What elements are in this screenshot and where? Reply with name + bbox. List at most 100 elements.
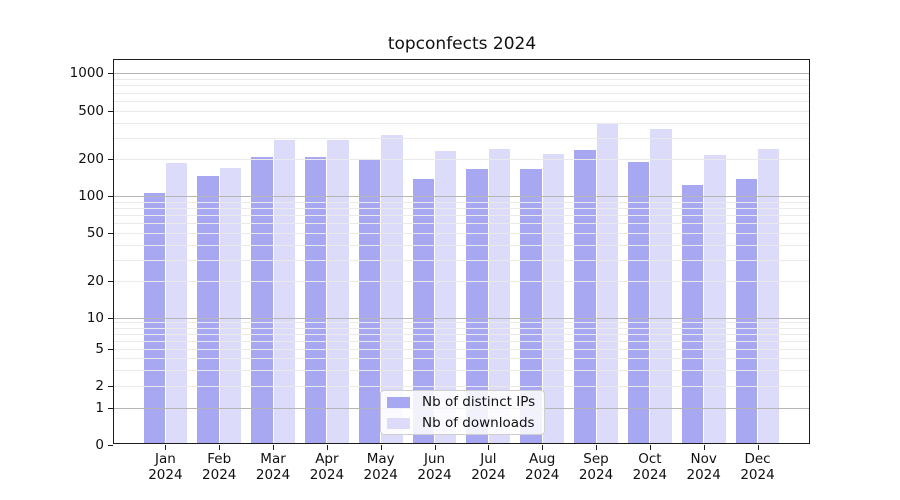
x-tick-label-nov: Nov 2024 xyxy=(674,451,734,483)
legend-swatch-downloads xyxy=(387,417,410,429)
year-label: 2024 xyxy=(632,467,668,483)
x-tick-label-jun: Jun 2024 xyxy=(405,451,465,483)
year-label: 2024 xyxy=(471,467,506,483)
bar-dec-distinct-ips xyxy=(735,178,758,445)
month-label: Aug xyxy=(529,451,556,467)
x-tick-label-may: May 2024 xyxy=(351,451,411,483)
y-tick-2 xyxy=(108,386,113,387)
y-tick-0 xyxy=(108,444,113,446)
gridline-minor-80 xyxy=(113,207,810,209)
year-label: 2024 xyxy=(525,467,560,483)
x-tick-jun xyxy=(434,444,436,450)
x-tick-jul xyxy=(488,444,490,450)
x-tick-label-dec: Dec 2024 xyxy=(728,451,788,483)
x-tick-label-sep: Sep 2024 xyxy=(566,451,626,483)
gridline-minor-900 xyxy=(113,78,810,80)
bar-nov-downloads xyxy=(704,155,726,445)
gridline-minor-800 xyxy=(113,85,810,87)
gridline-minor-5 xyxy=(113,349,810,350)
legend-item-distinct-ips: Nb of distinct IPs xyxy=(387,394,544,410)
month-label: Feb xyxy=(207,451,232,467)
y-tick-10 xyxy=(108,317,113,319)
x-tick-aug xyxy=(542,444,544,450)
gridline-minor-9 xyxy=(113,322,810,324)
month-label: Jul xyxy=(480,451,497,467)
gridline-major-10 xyxy=(113,317,810,319)
x-tick-label-aug: Aug 2024 xyxy=(512,451,572,483)
y-tick-label-2: 2 xyxy=(95,378,104,394)
gridline-minor-30 xyxy=(113,259,810,261)
y-tick-500 xyxy=(108,110,113,112)
bar-may-distinct-ips xyxy=(358,158,381,445)
y-tick-label-1000: 1000 xyxy=(69,65,104,82)
gridline-minor-400 xyxy=(113,122,810,124)
month-label: Jan xyxy=(154,451,176,467)
gridline-minor-2 xyxy=(113,386,810,387)
gridline-minor-90 xyxy=(113,201,810,203)
gridline-minor-3 xyxy=(113,369,810,371)
x-tick-nov xyxy=(703,444,705,450)
bar-jul-downloads xyxy=(488,149,511,445)
y-tick-label-5: 5 xyxy=(95,341,104,357)
month-label: Sep xyxy=(583,451,609,467)
y-tick-20 xyxy=(108,281,113,283)
bar-feb-downloads xyxy=(219,167,242,445)
gridline-minor-200 xyxy=(113,159,810,161)
legend-swatch-distinct-ips xyxy=(387,396,410,408)
bar-mar-distinct-ips xyxy=(251,156,273,445)
bar-sep-distinct-ips xyxy=(574,150,596,445)
y-tick-label-50: 50 xyxy=(86,224,104,241)
month-label: Mar xyxy=(260,451,286,467)
x-tick-oct xyxy=(649,444,651,450)
bar-sep-downloads xyxy=(596,123,618,445)
bar-dec-downloads xyxy=(758,149,780,445)
year-label: 2024 xyxy=(363,467,398,483)
bar-oct-downloads xyxy=(650,129,672,445)
gridline-minor-40 xyxy=(113,244,810,246)
month-label: Jun xyxy=(424,451,446,467)
month-label: Dec xyxy=(744,451,771,467)
gridline-minor-70 xyxy=(113,214,810,216)
x-tick-mar xyxy=(273,444,275,450)
x-tick-label-feb: Feb 2024 xyxy=(189,451,249,483)
gridline-major-1000 xyxy=(113,73,810,75)
bar-aug-downloads xyxy=(542,153,565,445)
x-tick-label-oct: Oct 2024 xyxy=(620,451,680,483)
year-label: 2024 xyxy=(309,467,345,483)
month-label: Nov xyxy=(690,451,717,467)
gridline-major-100 xyxy=(113,196,810,197)
y-tick-100 xyxy=(108,196,113,197)
y-tick-label-20: 20 xyxy=(86,273,104,290)
x-tick-label-mar: Mar 2024 xyxy=(243,451,303,483)
gridline-minor-20 xyxy=(113,281,810,283)
y-tick-200 xyxy=(108,159,113,161)
gridline-minor-7 xyxy=(113,333,810,335)
year-label: 2024 xyxy=(148,467,183,483)
x-tick-jan xyxy=(165,444,167,450)
gridline-minor-50 xyxy=(113,232,810,234)
legend-label-downloads: Nb of downloads xyxy=(422,415,535,431)
bar-mar-downloads xyxy=(273,139,295,445)
year-label: 2024 xyxy=(740,467,775,483)
bar-jul-distinct-ips xyxy=(466,168,488,445)
y-tick-50 xyxy=(108,232,113,234)
gridline-minor-4 xyxy=(113,358,810,359)
gridline-minor-500 xyxy=(113,110,810,112)
legend-label-distinct-ips: Nb of distinct IPs xyxy=(422,394,536,410)
x-tick-may xyxy=(380,444,382,450)
x-tick-label-jan: Jan 2024 xyxy=(135,451,195,483)
gridline-minor-300 xyxy=(113,137,810,139)
gridline-minor-600 xyxy=(113,100,810,102)
x-tick-apr xyxy=(326,444,328,450)
bar-aug-distinct-ips xyxy=(520,169,542,445)
x-tick-sep xyxy=(596,444,598,450)
x-tick-feb xyxy=(219,444,221,450)
y-tick-1 xyxy=(108,408,113,409)
year-label: 2024 xyxy=(417,467,452,483)
month-label: Oct xyxy=(638,451,662,467)
gridline-minor-6 xyxy=(113,340,810,342)
bar-nov-distinct-ips xyxy=(681,185,704,445)
y-tick-label-100: 100 xyxy=(78,188,104,204)
bar-jan-distinct-ips xyxy=(143,193,165,445)
chart-title: topconfects 2024 xyxy=(387,34,537,54)
